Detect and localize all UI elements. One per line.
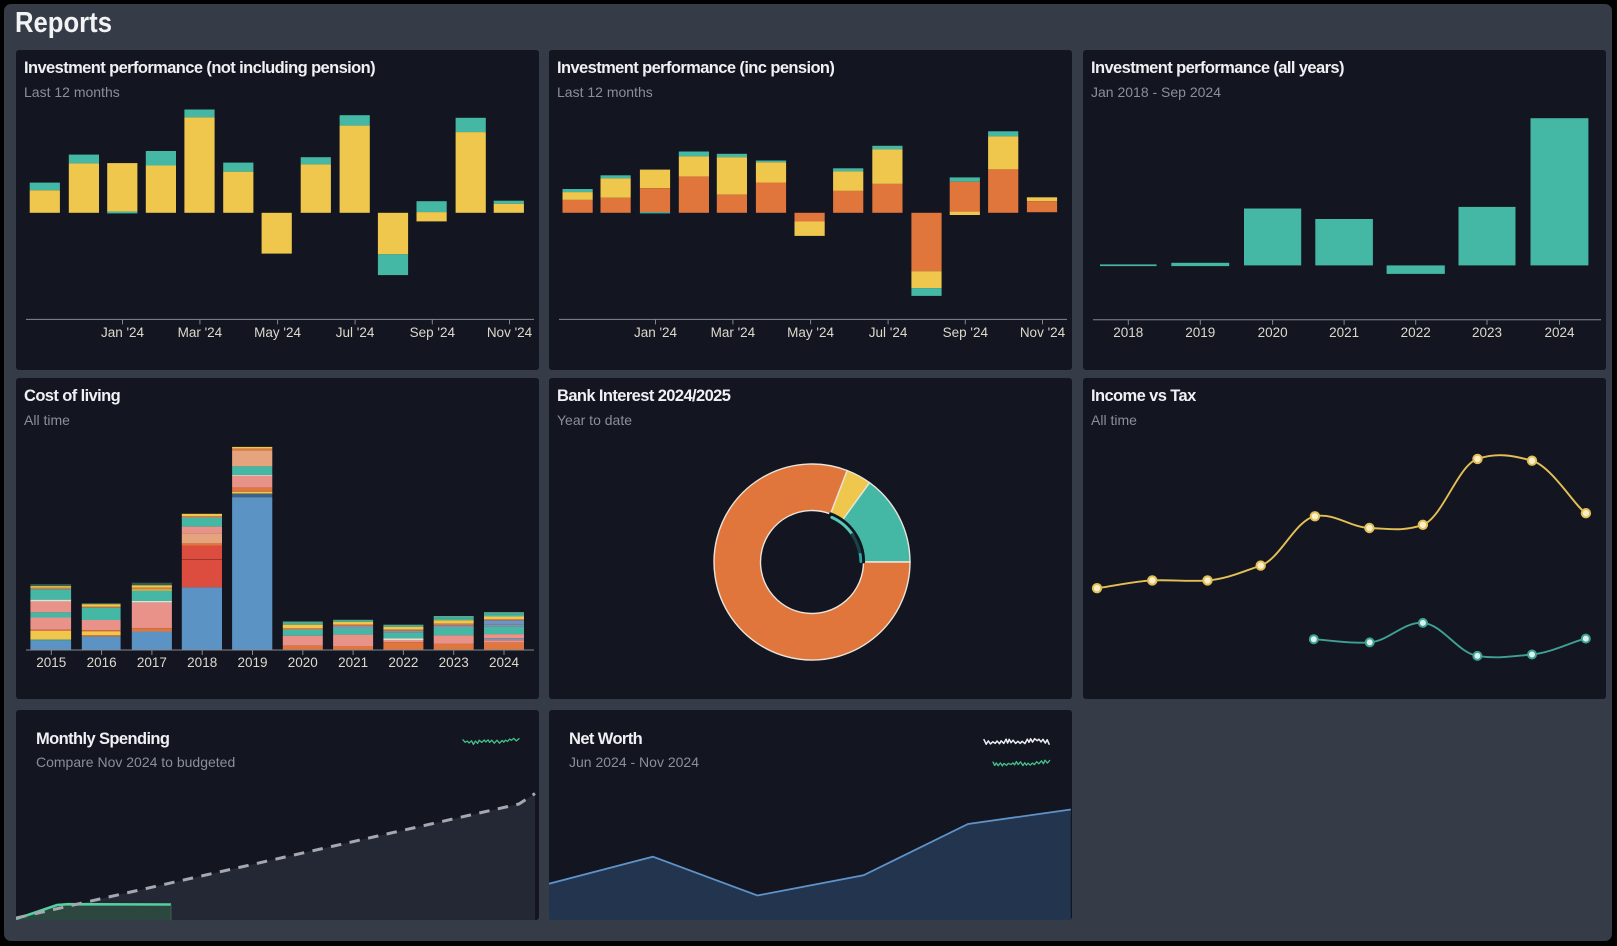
svg-text:2018: 2018 xyxy=(1113,325,1143,340)
svg-text:Jul '24: Jul '24 xyxy=(869,325,908,340)
svg-text:2022: 2022 xyxy=(1401,325,1431,340)
svg-text:2019: 2019 xyxy=(237,655,267,670)
svg-text:2015: 2015 xyxy=(36,655,66,670)
svg-text:2021: 2021 xyxy=(338,655,368,670)
svg-text:May '24: May '24 xyxy=(254,325,301,340)
svg-text:2024: 2024 xyxy=(489,655,520,670)
svg-text:Jul '24: Jul '24 xyxy=(336,325,375,340)
svg-text:Nov '24: Nov '24 xyxy=(1020,325,1066,340)
svg-text:2023: 2023 xyxy=(439,655,469,670)
svg-text:Mar '24: Mar '24 xyxy=(178,325,223,340)
svg-text:May '24: May '24 xyxy=(787,325,834,340)
svg-text:2019: 2019 xyxy=(1185,325,1215,340)
svg-text:Mar '24: Mar '24 xyxy=(711,325,756,340)
svg-text:Sep '24: Sep '24 xyxy=(410,325,456,340)
svg-text:2022: 2022 xyxy=(388,655,418,670)
svg-text:Sep '24: Sep '24 xyxy=(943,325,989,340)
svg-text:2023: 2023 xyxy=(1472,325,1502,340)
svg-text:2018: 2018 xyxy=(187,655,217,670)
svg-text:2017: 2017 xyxy=(137,655,167,670)
svg-text:Nov '24: Nov '24 xyxy=(487,325,533,340)
svg-text:2016: 2016 xyxy=(87,655,117,670)
svg-text:Jan '24: Jan '24 xyxy=(101,325,145,340)
svg-text:Jan '24: Jan '24 xyxy=(634,325,678,340)
svg-text:2020: 2020 xyxy=(288,655,318,670)
svg-text:2020: 2020 xyxy=(1258,325,1288,340)
svg-text:2021: 2021 xyxy=(1329,325,1359,340)
svg-text:2024: 2024 xyxy=(1544,325,1575,340)
